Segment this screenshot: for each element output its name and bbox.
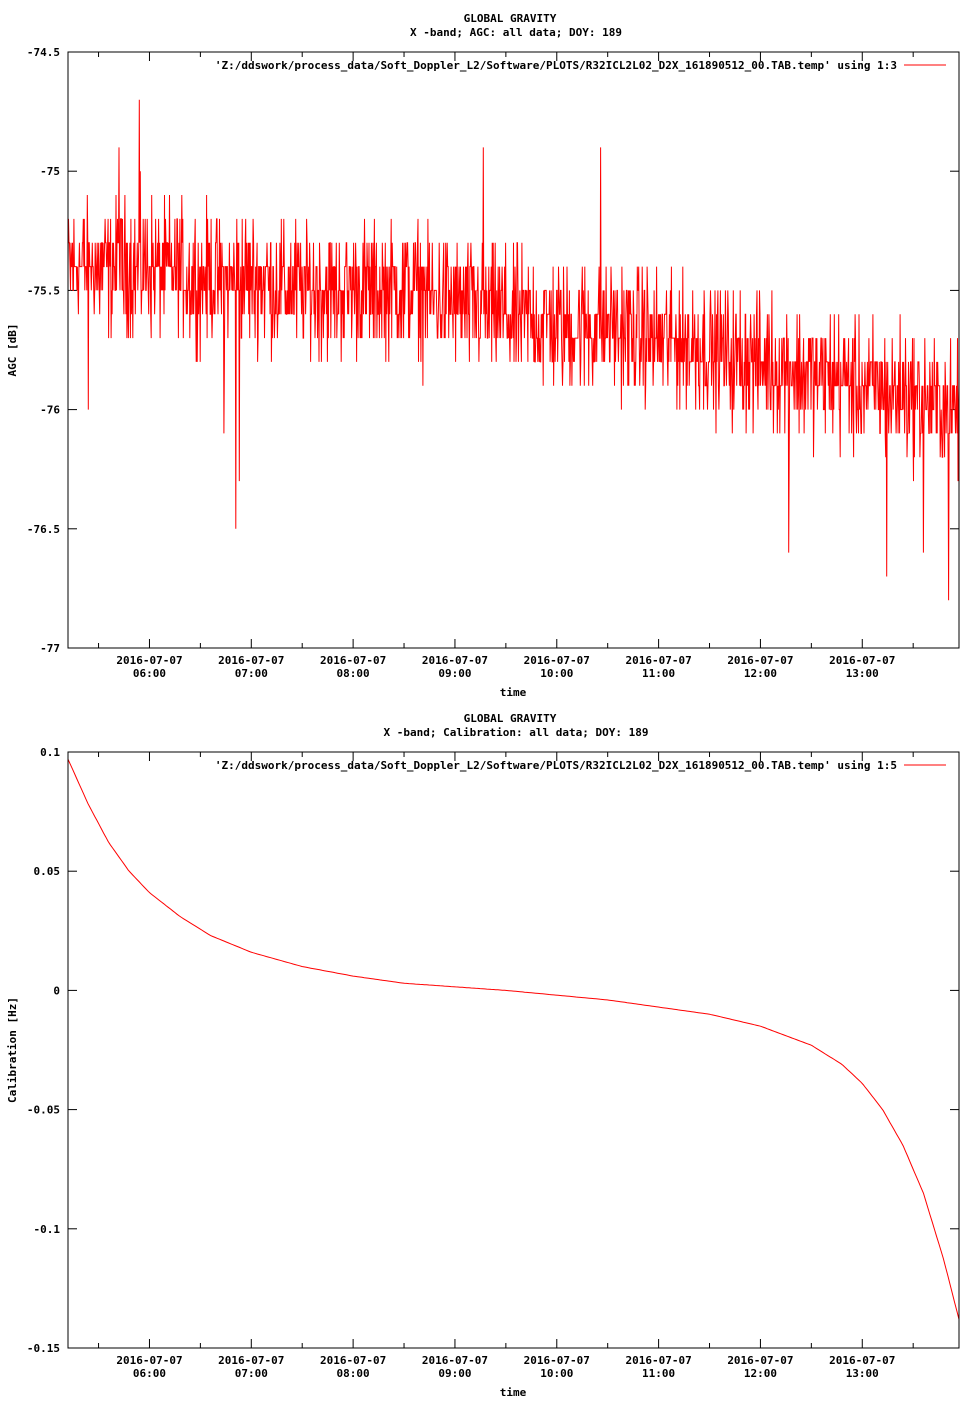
x-tick-label-date: 2016-07-07: [116, 1354, 182, 1367]
chart-subtitle: X -band; AGC: all data; DOY: 189: [410, 26, 622, 39]
y-axis-ticks: -74.5 -75 -75.5 -76 -76.5 -77: [27, 46, 959, 655]
y-tick-label: 0.1: [40, 746, 60, 759]
y-tick-label: -77: [40, 642, 60, 655]
x-tick-label-date: 2016-07-07: [116, 654, 182, 667]
x-tick-label-date: 2016-07-07: [625, 1354, 691, 1367]
x-tick-label-time: 13:00: [846, 667, 879, 680]
chart-title: GLOBAL GRAVITY: [464, 712, 557, 725]
y-axis-ticks: 0.1 0.05 0 -0.05 -0.1 -0.15: [27, 746, 959, 1355]
series-line: [67, 99, 960, 601]
legend: 'Z:/ddswork/process_data/Soft_Doppler_L2…: [215, 759, 946, 772]
x-axis-ticks: 2016-07-0706:002016-07-0707:002016-07-07…: [98, 52, 914, 680]
x-axis-ticks: 2016-07-0706:002016-07-0707:002016-07-07…: [98, 752, 914, 1380]
x-tick-label-time: 12:00: [744, 667, 777, 680]
x-tick-label-date: 2016-07-07: [727, 1354, 793, 1367]
plot-frame: [67, 751, 960, 1349]
legend: 'Z:/ddswork/process_data/Soft_Doppler_L2…: [215, 59, 946, 72]
x-tick-label-time: 11:00: [642, 667, 675, 680]
y-tick-label: -74.5: [27, 46, 60, 59]
x-tick-label-time: 12:00: [744, 1367, 777, 1380]
y-tick-label: -76.5: [27, 523, 60, 536]
x-axis-label: time: [500, 1386, 527, 1399]
x-tick-label-date: 2016-07-07: [320, 1354, 386, 1367]
calibration-chart: GLOBAL GRAVITY X -band; Calibration: all…: [6, 712, 960, 1399]
y-tick-label: -0.05: [27, 1104, 60, 1117]
x-tick-label-time: 10:00: [540, 667, 573, 680]
x-tick-label-date: 2016-07-07: [524, 654, 590, 667]
x-tick-label-time: 07:00: [235, 1367, 268, 1380]
x-tick-label-date: 2016-07-07: [524, 1354, 590, 1367]
y-axis-label: AGC [dB]: [6, 324, 19, 377]
x-tick-label-time: 10:00: [540, 1367, 573, 1380]
agc-chart: GLOBAL GRAVITY X -band; AGC: all data; D…: [6, 12, 960, 699]
y-tick-label: -0.15: [27, 1342, 60, 1355]
y-tick-label: -0.1: [34, 1223, 61, 1236]
x-tick-label-time: 08:00: [337, 1367, 370, 1380]
x-tick-label-time: 08:00: [337, 667, 370, 680]
legend-entry: 'Z:/ddswork/process_data/Soft_Doppler_L2…: [215, 59, 897, 72]
x-tick-label-time: 06:00: [133, 667, 166, 680]
x-tick-label-date: 2016-07-07: [829, 1354, 895, 1367]
y-tick-label: 0.05: [34, 865, 61, 878]
plot-frame: [67, 51, 960, 649]
x-tick-label-date: 2016-07-07: [320, 654, 386, 667]
x-tick-label-time: 11:00: [642, 1367, 675, 1380]
x-tick-label-time: 13:00: [846, 1367, 879, 1380]
x-tick-label-time: 09:00: [438, 1367, 471, 1380]
y-tick-label: -75: [40, 165, 60, 178]
x-tick-label-date: 2016-07-07: [829, 654, 895, 667]
x-tick-label-time: 09:00: [438, 667, 471, 680]
x-tick-label-date: 2016-07-07: [218, 654, 284, 667]
x-tick-label-time: 07:00: [235, 667, 268, 680]
y-tick-label: 0: [53, 984, 60, 997]
y-tick-label: -75.5: [27, 284, 60, 297]
y-axis-label: Calibration [Hz]: [6, 997, 19, 1103]
chart-title: GLOBAL GRAVITY: [464, 12, 557, 25]
series-line: [67, 758, 960, 1320]
y-tick-label: -76: [40, 404, 60, 417]
x-tick-label-date: 2016-07-07: [422, 654, 488, 667]
chart-subtitle: X -band; Calibration: all data; DOY: 189: [384, 726, 649, 739]
x-axis-label: time: [500, 686, 527, 699]
x-tick-label-date: 2016-07-07: [218, 1354, 284, 1367]
x-tick-label-date: 2016-07-07: [727, 654, 793, 667]
x-tick-label-time: 06:00: [133, 1367, 166, 1380]
x-tick-label-date: 2016-07-07: [422, 1354, 488, 1367]
legend-entry: 'Z:/ddswork/process_data/Soft_Doppler_L2…: [215, 759, 897, 772]
x-tick-label-date: 2016-07-07: [625, 654, 691, 667]
